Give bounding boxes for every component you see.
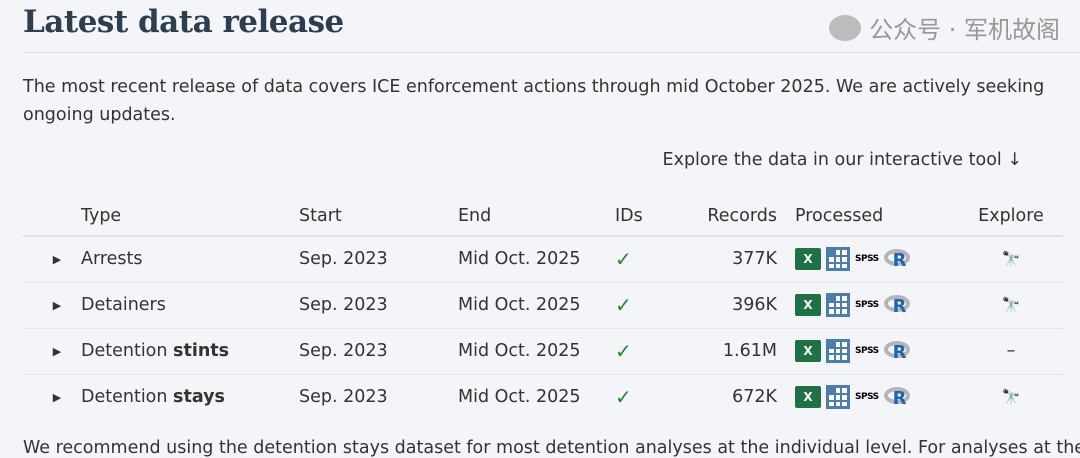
- watermark: 公众号 · 军机故阁: [829, 10, 1060, 45]
- r-letter: R: [892, 388, 907, 410]
- spss-download-icon[interactable]: SPSS: [855, 300, 879, 310]
- r-download-icon[interactable]: R: [883, 293, 912, 317]
- type-bold-text: stays: [173, 387, 225, 408]
- binoculars-icon[interactable]: 🔭: [1001, 296, 1021, 314]
- stata-download-icon[interactable]: [826, 385, 850, 410]
- r-download-icon[interactable]: R: [883, 247, 912, 272]
- row-explore: 🔭: [959, 374, 1063, 420]
- row-type: Detention stays: [81, 374, 299, 420]
- excel-download-icon[interactable]: X: [795, 294, 821, 316]
- explore-tool-link[interactable]: Explore the data in our interactive tool…: [662, 150, 1022, 170]
- row-processed: X SPSS R: [777, 328, 959, 375]
- r-letter: R: [892, 296, 907, 317]
- row-end: Mid Oct. 2025: [458, 387, 581, 408]
- row-start: Sep. 2023: [299, 236, 458, 283]
- row-ids: ✓: [615, 374, 675, 420]
- excel-download-icon[interactable]: X: [795, 248, 821, 271]
- type-text: Detainers: [81, 295, 166, 315]
- intro-text: The most recent release of data covers I…: [23, 77, 1045, 125]
- r-download-icon[interactable]: R: [883, 385, 912, 410]
- table-header: Type Start End IDs Records Processed Exp…: [23, 196, 1063, 237]
- check-icon: ✓: [615, 339, 632, 363]
- check-icon: ✓: [615, 247, 632, 272]
- expand-toggle-icon[interactable]: ▶: [23, 328, 81, 375]
- check-icon: ✓: [615, 293, 632, 317]
- expand-toggle-icon[interactable]: ▶: [23, 282, 81, 329]
- table-row: ▶ Detention stays Sep. 2023 Mid Oct. 202…: [23, 374, 1063, 420]
- header-toggle: [23, 196, 81, 237]
- stata-download-icon[interactable]: [826, 293, 850, 317]
- r-letter: R: [892, 342, 907, 363]
- explore-none: –: [1006, 341, 1016, 361]
- row-explore: 🔭: [959, 282, 1063, 329]
- row-ids: ✓: [615, 236, 675, 283]
- type-text: Detention: [81, 341, 174, 361]
- watermark-text: 公众号 · 军机故阁: [869, 16, 1060, 44]
- header-ids: IDs: [615, 196, 675, 237]
- row-type: Detention stints: [81, 328, 299, 375]
- r-letter: R: [892, 250, 907, 272]
- binoculars-icon[interactable]: 🔭: [1001, 388, 1021, 407]
- row-end: Mid Oct. 2025: [458, 282, 615, 329]
- row-records: 396K: [675, 282, 777, 329]
- row-ids: ✓: [615, 282, 675, 329]
- excel-download-icon[interactable]: X: [795, 340, 821, 362]
- type-text: Detention: [81, 387, 174, 408]
- header-processed: Processed: [777, 196, 959, 237]
- row-type: Arrests: [81, 236, 299, 283]
- expand-toggle-icon[interactable]: ▶: [23, 236, 81, 283]
- row-explore: 🔭: [959, 236, 1063, 283]
- row-records: 377K: [675, 236, 777, 283]
- stata-download-icon[interactable]: [826, 339, 850, 363]
- data-release-table: Type Start End IDs Records Processed Exp…: [23, 196, 1063, 420]
- row-processed: X SPSS R: [777, 282, 959, 329]
- row-start: Sep. 2023: [299, 282, 458, 329]
- row-records: 672K: [732, 387, 777, 408]
- row-processed: X SPSS R: [777, 374, 959, 420]
- excel-download-icon[interactable]: X: [795, 386, 821, 409]
- table-row: ▶ Detainers Sep. 2023 Mid Oct. 2025 ✓ 39…: [23, 282, 1063, 329]
- header-end: End: [458, 196, 615, 237]
- row-type: Detainers: [81, 282, 299, 329]
- stata-download-icon[interactable]: [826, 247, 850, 272]
- spss-download-icon[interactable]: SPSS: [855, 346, 879, 356]
- row-ids: ✓: [615, 328, 675, 375]
- table-row: ▶ Arrests Sep. 2023 Mid Oct. 2025 ✓ 377K…: [23, 236, 1063, 283]
- table-row: ▶ Detention stints Sep. 2023 Mid Oct. 20…: [23, 328, 1063, 375]
- row-end: Mid Oct. 2025: [458, 236, 615, 283]
- row-start: Sep. 2023: [299, 387, 388, 408]
- expand-toggle-icon[interactable]: ▶: [52, 390, 62, 404]
- header-start: Start: [299, 196, 458, 237]
- header-explore: Explore: [959, 196, 1063, 237]
- row-processed: X SPSS R: [777, 236, 959, 283]
- header-records: Records: [675, 196, 777, 237]
- row-start: Sep. 2023: [299, 328, 458, 375]
- recommendation-text: We recommend using the detention stays d…: [23, 438, 1080, 458]
- type-bold-text: stints: [173, 341, 230, 361]
- divider: [23, 52, 1080, 53]
- check-icon: ✓: [615, 385, 632, 410]
- row-records: 1.61M: [675, 328, 777, 375]
- page-title: Latest data release: [23, 4, 344, 40]
- row-explore: –: [959, 328, 1063, 375]
- type-text: Arrests: [81, 249, 143, 270]
- r-download-icon[interactable]: R: [883, 339, 912, 363]
- binoculars-icon[interactable]: 🔭: [1001, 250, 1021, 269]
- wechat-icon: [829, 14, 862, 41]
- header-type: Type: [81, 196, 299, 237]
- spss-download-icon[interactable]: SPSS: [855, 254, 879, 265]
- spss-download-icon[interactable]: SPSS: [855, 392, 879, 403]
- row-end: Mid Oct. 2025: [458, 328, 615, 375]
